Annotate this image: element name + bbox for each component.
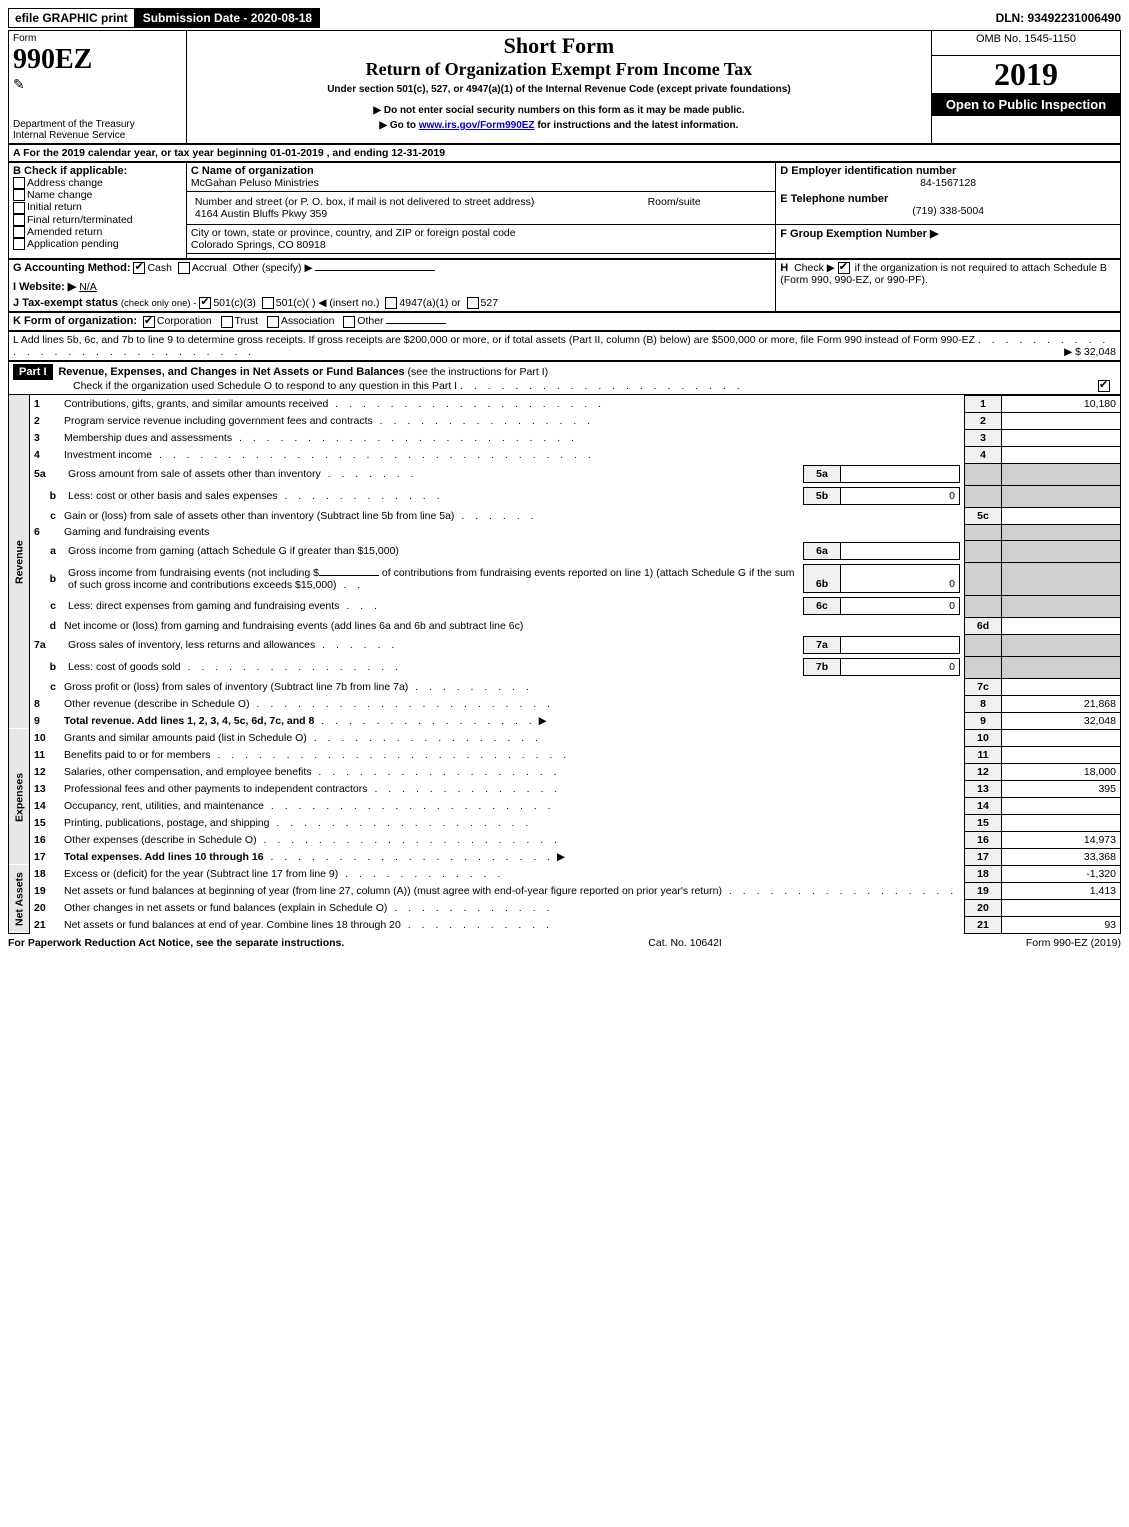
irs-label: Internal Revenue Service [13, 130, 182, 141]
department-label: Department of the Treasury [13, 119, 182, 130]
lines-table: Revenue 1 Contributions, gifts, grants, … [8, 395, 1121, 934]
footer-mid: Cat. No. 10642I [648, 937, 722, 949]
ein-value: 84-1567128 [780, 177, 1116, 189]
part1-heading: Revenue, Expenses, and Changes in Net As… [58, 366, 404, 378]
section-b: B Check if applicable: Address change Na… [9, 163, 187, 259]
checkbox-initial-return[interactable] [13, 202, 25, 214]
section-h: H Check ▶ if the organization is not req… [776, 260, 1121, 312]
checkbox-other-org[interactable] [343, 316, 355, 328]
goto-line: ▶ Go to www.irs.gov/Form990EZ for instru… [191, 120, 927, 131]
section-g: G Accounting Method: Cash Accrual Other … [13, 262, 771, 274]
section-c-name-label: C Name of organization [191, 165, 771, 177]
checkbox-corporation[interactable] [143, 316, 155, 328]
top-bar: efile GRAPHIC print Submission Date - 20… [8, 8, 1121, 28]
checkbox-association[interactable] [267, 316, 279, 328]
side-label-netassets: Net Assets [9, 865, 30, 933]
section-k: K Form of organization: Corporation Trus… [9, 313, 1121, 330]
city-value: Colorado Springs, CO 80918 [191, 239, 771, 251]
section-f-label: F Group Exemption Number ▶ [780, 228, 938, 240]
section-e-label: E Telephone number [780, 193, 1116, 205]
page-footer: For Paperwork Reduction Act Notice, see … [8, 937, 1121, 949]
efile-print-button[interactable]: efile GRAPHIC print [8, 8, 135, 28]
telephone-value: (719) 338-5004 [780, 205, 1116, 217]
footer-right: Form 990-EZ (2019) [1026, 937, 1121, 949]
section-j: J Tax-exempt status (check only one) - 5… [13, 297, 771, 309]
checkbox-501c3[interactable] [199, 297, 211, 309]
org-name: McGahan Peluso Ministries [191, 177, 771, 189]
form-word: Form [13, 33, 182, 44]
side-label-expenses: Expenses [9, 729, 30, 865]
website-value: N/A [79, 281, 97, 293]
checkbox-cash[interactable] [133, 262, 145, 274]
ssn-warning: ▶ Do not enter social security numbers o… [191, 105, 927, 116]
side-label-revenue: Revenue [9, 395, 30, 729]
form-number: 990EZ [13, 44, 182, 76]
title-sub: Return of Organization Exempt From Incom… [191, 59, 927, 80]
street-label: Number and street (or P. O. box, if mail… [195, 196, 534, 208]
tax-year: 2019 [932, 56, 1120, 93]
part1-badge: Part I [13, 364, 53, 380]
footer-left: For Paperwork Reduction Act Notice, see … [8, 937, 344, 949]
part1-instr: (see the instructions for Part I) [407, 366, 548, 378]
omb-label: OMB No. 1545-1150 [936, 33, 1116, 45]
part1-check-line: Check if the organization used Schedule … [73, 380, 457, 392]
gross-receipts-amount: ▶ $ 32,048 [1064, 346, 1116, 358]
submission-date-button[interactable]: Submission Date - 2020-08-18 [135, 8, 320, 28]
checkbox-application-pending[interactable] [13, 238, 25, 250]
checkbox-schedule-o[interactable] [1098, 380, 1110, 392]
checkbox-501c[interactable] [262, 297, 274, 309]
checkbox-schedule-b[interactable] [838, 262, 850, 274]
street-value: 4164 Austin Bluffs Pkwy 359 [195, 208, 327, 220]
section-i: I Website: ▶ N/A [13, 280, 771, 293]
section-d-label: D Employer identification number [780, 165, 1116, 177]
room-label: Room/suite [648, 196, 701, 208]
section-l: L Add lines 5b, 6c, and 7b to line 9 to … [9, 331, 1121, 360]
dln-label: DLN: 93492231006490 [996, 11, 1121, 25]
city-label: City or town, state or province, country… [191, 227, 771, 239]
section-a: A For the 2019 calendar year, or tax yea… [9, 145, 1121, 162]
open-public-badge: Open to Public Inspection [932, 93, 1120, 116]
checkbox-name-change[interactable] [13, 189, 25, 201]
checkbox-accrual[interactable] [178, 262, 190, 274]
under-section-text: Under section 501(c), 527, or 4947(a)(1)… [191, 84, 927, 95]
checkbox-address-change[interactable] [13, 177, 25, 189]
checkbox-4947[interactable] [385, 297, 397, 309]
goto-link[interactable]: www.irs.gov/Form990EZ [419, 120, 535, 131]
checkbox-final-return[interactable] [13, 214, 25, 226]
top-buttons: efile GRAPHIC print Submission Date - 20… [8, 8, 320, 28]
checkbox-trust[interactable] [221, 316, 233, 328]
title-main: Short Form [191, 33, 927, 59]
checkbox-amended-return[interactable] [13, 226, 25, 238]
checkbox-527[interactable] [467, 297, 479, 309]
form-header-table: Form 990EZ ✎ Department of the Treasury … [8, 30, 1121, 144]
